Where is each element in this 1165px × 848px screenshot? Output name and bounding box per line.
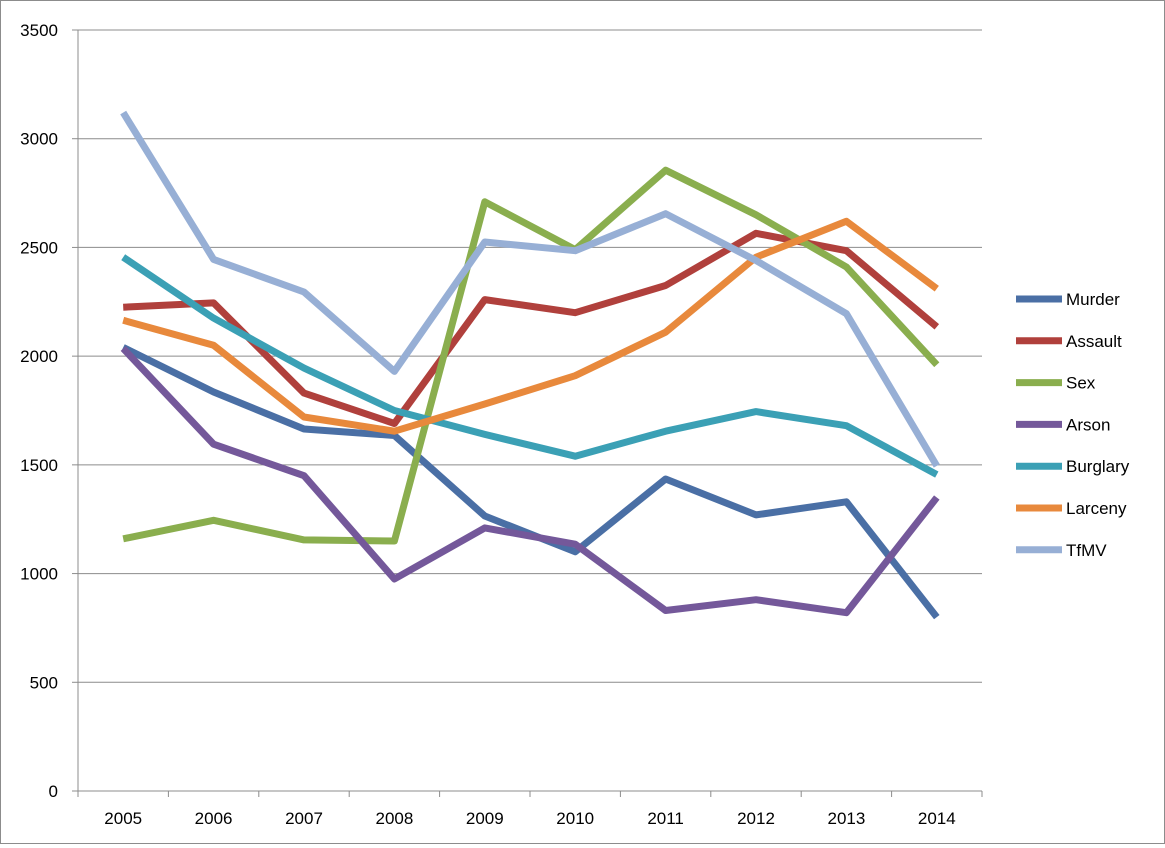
x-tick-label: 2013 bbox=[827, 809, 865, 828]
series-line-assault bbox=[123, 229, 940, 427]
series-line-tfmv bbox=[120, 110, 940, 468]
legend-label: Burglary bbox=[1066, 457, 1130, 476]
x-tick-label: 2006 bbox=[195, 809, 233, 828]
series-line-burglary bbox=[121, 254, 939, 478]
series-line-arson bbox=[120, 346, 940, 617]
y-tick-label: 500 bbox=[30, 673, 58, 692]
series-line-sex bbox=[122, 166, 940, 545]
legend-label: Sex bbox=[1066, 374, 1096, 393]
legend-label: Assault bbox=[1066, 332, 1122, 351]
series-line-larceny bbox=[122, 217, 939, 435]
x-tick-label: 2010 bbox=[556, 809, 594, 828]
y-tick-label: 3500 bbox=[20, 21, 58, 40]
legend-label: Murder bbox=[1066, 290, 1120, 309]
y-tick-label: 1500 bbox=[20, 456, 58, 475]
x-tick-label: 2005 bbox=[104, 809, 142, 828]
legend-label: Arson bbox=[1066, 415, 1110, 434]
gridlines bbox=[78, 29, 982, 683]
y-tick-label: 0 bbox=[49, 782, 58, 801]
legend-label: TfMV bbox=[1066, 541, 1107, 560]
x-tick-label: 2007 bbox=[285, 809, 323, 828]
legend-label: Larceny bbox=[1066, 499, 1127, 518]
x-tick-label: 2008 bbox=[375, 809, 413, 828]
y-tick-label: 1000 bbox=[20, 565, 58, 584]
x-tick-label: 2009 bbox=[466, 809, 504, 828]
x-tick-label: 2011 bbox=[647, 809, 684, 828]
x-tick-label: 2012 bbox=[737, 809, 775, 828]
y-tick-label: 2500 bbox=[20, 238, 58, 257]
legend: Murder Assault Sex Arson Burglary Larceny TfMV bbox=[1016, 290, 1130, 560]
x-tick-label: 2014 bbox=[918, 809, 956, 828]
y-tick-label: 2000 bbox=[20, 347, 58, 366]
axes: 0 500 1000 1500 2000 2500 3000 3500 2005 2006 2007… bbox=[20, 21, 983, 828]
series-lines bbox=[120, 110, 940, 620]
y-tick-label: 3000 bbox=[20, 130, 58, 149]
